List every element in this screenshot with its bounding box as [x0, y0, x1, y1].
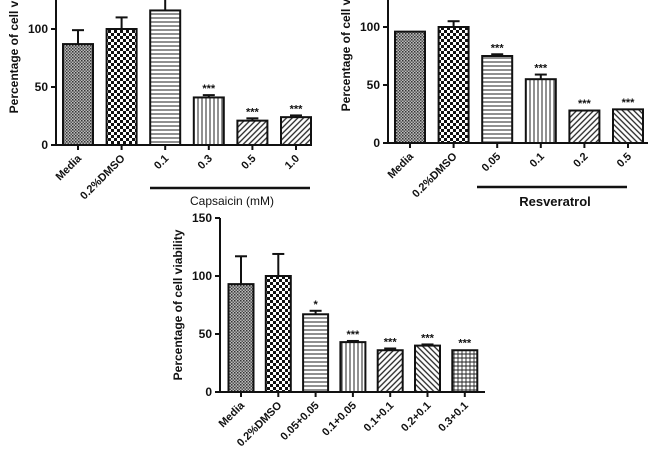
bar	[451, 349, 479, 393]
y-tick-label: 100	[28, 22, 48, 36]
bar	[105, 28, 138, 146]
y-tick-label: 0	[41, 138, 48, 152]
bar	[612, 108, 644, 144]
bar	[376, 349, 404, 393]
y-tick-label: 0	[373, 136, 380, 150]
bar	[227, 283, 255, 393]
group-label: Capsaicin (mM)	[190, 194, 274, 208]
y-tick-label: 100	[360, 20, 380, 34]
bar	[481, 55, 514, 144]
x-tick-label: Media	[54, 152, 85, 183]
significance-marker: ***	[534, 63, 548, 75]
x-tick-label: 0.2%DMSO	[78, 152, 128, 202]
bar	[568, 109, 601, 144]
x-tick-label: 0.1+0.05	[320, 400, 359, 439]
x-tick-label: 0.3+0.1	[436, 400, 471, 435]
bar	[302, 313, 330, 393]
x-tick-label: Media	[386, 150, 417, 181]
x-tick-label: 0.2%DMSO	[410, 150, 460, 200]
y-axis-label: Percentage of cell viability	[339, 0, 353, 111]
bar	[149, 9, 182, 146]
x-tick-label: 0.3	[196, 153, 215, 172]
significance-marker: ***	[578, 98, 592, 110]
x-tick-label: 0.5	[239, 153, 258, 172]
x-tick-label: Media	[217, 399, 248, 430]
bar	[280, 116, 312, 147]
x-tick-label: 0.1	[528, 151, 547, 170]
y-tick-label: 100	[192, 269, 212, 283]
bar	[192, 96, 225, 147]
significance-marker: ***	[458, 338, 472, 350]
bar	[414, 344, 441, 394]
x-tick-label: 0.5	[615, 151, 634, 170]
significance-marker: ***	[202, 83, 216, 95]
significance-marker: ***	[246, 106, 260, 118]
y-tick-label: 50	[199, 327, 213, 341]
x-tick-label: 0.2	[571, 151, 590, 170]
y-axis-label: Percentage of cell viability	[171, 229, 185, 380]
bar	[437, 26, 470, 144]
bar	[62, 43, 94, 146]
significance-marker: ***	[622, 97, 636, 109]
x-tick-label: 0.1	[152, 153, 171, 172]
y-axis-label: Percentage of cell viability	[7, 0, 21, 113]
significance-marker: ***	[290, 103, 304, 115]
y-tick-label: 150	[192, 211, 212, 225]
x-tick-label: 0.05	[480, 151, 504, 175]
chart-3: 0 50 100 150 Percentage of cell viability Med…	[171, 211, 485, 449]
y-tick-label: 50	[35, 80, 49, 94]
significance-marker: ***	[491, 42, 505, 54]
y-tick-label: 50	[367, 78, 381, 92]
bar	[394, 30, 426, 144]
bar	[524, 78, 557, 144]
significance-marker: ***	[346, 329, 360, 341]
x-tick-label: 0.1+0.1	[362, 400, 397, 435]
significance-marker: *	[313, 299, 318, 311]
x-tick-label: 0.2+0.1	[399, 400, 434, 435]
y-tick-label: 0	[205, 385, 212, 399]
x-tick-label: 0.05+0.05	[278, 400, 321, 443]
significance-marker: ***	[421, 332, 435, 344]
bar	[264, 275, 292, 393]
group-label: Resveratrol	[519, 194, 591, 209]
bar	[339, 341, 367, 393]
x-tick-label: 1.0	[283, 153, 302, 172]
significance-marker: ***	[384, 337, 398, 349]
bar	[236, 119, 269, 146]
